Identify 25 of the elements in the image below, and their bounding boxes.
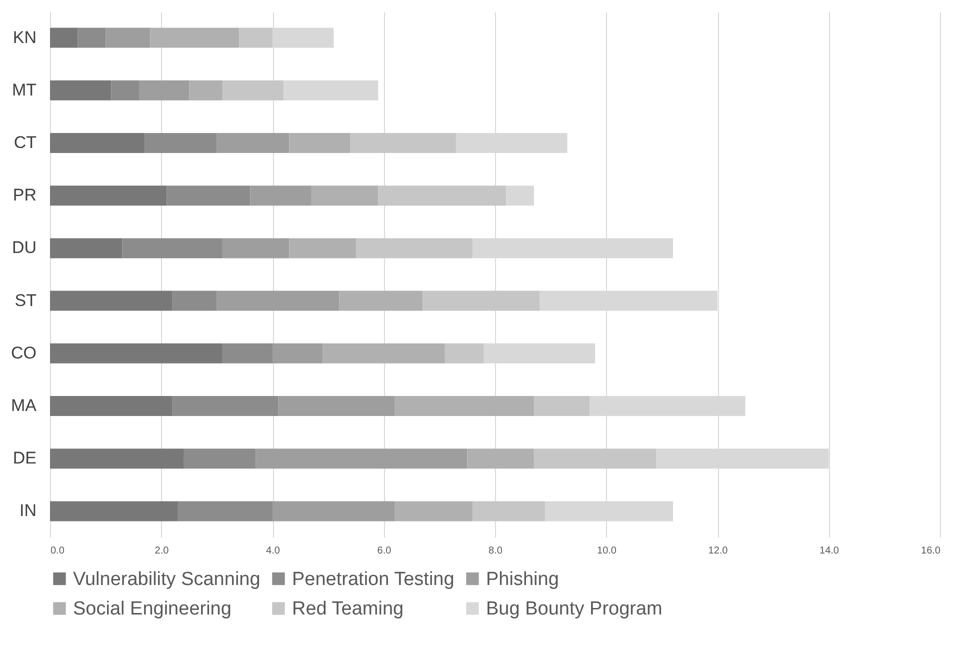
x-tick-label: 16.0 [921, 546, 941, 556]
y-tick-label: KN [12, 28, 36, 47]
x-tick-label: 8.0 [488, 546, 503, 556]
x-tick-label: 4.0 [266, 546, 280, 556]
y-tick-label: MA [11, 396, 38, 416]
y-tick-label: IN [20, 501, 36, 520]
x-tick-label: 0.0 [50, 546, 65, 556]
legend-label: Vulnerability Scanning [73, 568, 260, 590]
y-tick-label: MT [12, 80, 36, 100]
x-tick-label: 6.0 [377, 546, 392, 556]
y-tick-label: CO [11, 343, 36, 362]
y-tick-label: DE [12, 448, 36, 468]
legend-label: Penetration Testing [292, 568, 454, 590]
legend-label: Phishing [486, 568, 559, 590]
x-tick-label: 10.0 [597, 546, 617, 556]
legend-label: Red Teaming [292, 598, 404, 620]
x-tick-label: 2.0 [154, 546, 170, 556]
legend-label: Bug Bounty Program [486, 598, 662, 620]
y-tick-label: DU [12, 238, 36, 258]
y-tick-label: PR [12, 186, 36, 205]
legend-label: Social Engineering [73, 598, 232, 620]
y-tick-label: CT [14, 132, 36, 152]
y-tick-label: ST [14, 290, 36, 310]
x-tick-label: 14.0 [820, 546, 840, 556]
x-tick-label: 12.0 [708, 546, 728, 556]
